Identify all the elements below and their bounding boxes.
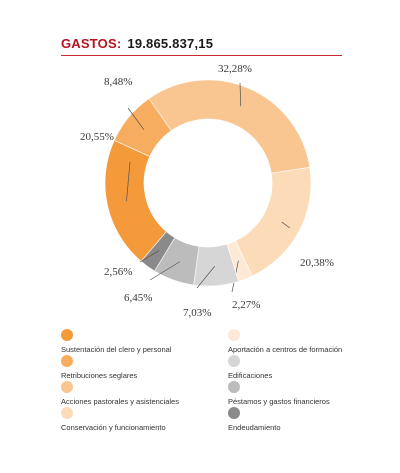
value-label-7: 6,45%	[124, 292, 152, 304]
chart-title: GASTOS: 19.865.837,15	[61, 36, 213, 51]
legend-swatch-4	[61, 407, 73, 419]
leader-line-4	[281, 221, 291, 229]
legend-swatch-5	[228, 329, 240, 341]
legend-item-7: Péstamos y gastos financieros	[228, 380, 330, 406]
legend-item-8: Endeudamiento	[228, 406, 281, 432]
leader-line-6	[196, 266, 215, 289]
legend-label-1: Sustentación del clero y personal	[61, 345, 172, 354]
leader-line-3	[239, 82, 242, 107]
value-label-5: 2,27%	[232, 299, 260, 311]
legend-item-5: Aportación a centros de formación	[228, 328, 342, 354]
legend-label-5: Aportación a centros de formación	[228, 345, 343, 354]
gastos-total: 19.865.837,15	[127, 36, 214, 51]
value-label-2: 8,48%	[104, 76, 132, 88]
donut-chart: 20,55% 8,48% 32,28% 20,38% 2,27% 7,03% 6,45% 2,…	[80, 63, 334, 319]
value-label-1: 20,55%	[80, 131, 114, 143]
leader-line-8	[139, 250, 160, 263]
legend-label-2: Retribuciones seglares	[61, 371, 138, 380]
legend-label-3: Acciones pastorales y asistenciales	[61, 397, 179, 406]
legend-label-7: Péstamos y gastos financieros	[228, 397, 330, 406]
value-label-3: 32,28%	[218, 63, 252, 75]
legend-label-4: Conservación y funcionamiento	[61, 423, 166, 432]
legend-item-3: Acciones pastorales y asistenciales	[61, 380, 179, 406]
value-label-8: 2,56%	[104, 266, 132, 278]
legend-label-8: Endeudamiento	[228, 423, 281, 432]
legend-swatch-8	[228, 407, 240, 419]
legend-item-6: Edificaciones	[228, 354, 272, 380]
legend-item-4: Conservación y funcionamiento	[61, 406, 166, 432]
legend-item-1: Sustentación del clero y personal	[61, 328, 171, 354]
legend-swatch-6	[228, 355, 240, 367]
title-rule	[61, 55, 342, 56]
legend-swatch-2	[61, 355, 73, 367]
legend-swatch-1	[61, 329, 73, 341]
legend-item-2: Retribuciones seglares	[61, 354, 137, 380]
donut-slice-3	[148, 79, 311, 174]
leader-line-1	[126, 161, 131, 202]
value-label-6: 7,03%	[183, 307, 211, 319]
legend-swatch-3	[61, 381, 73, 393]
legend-label-6: Edificaciones	[228, 371, 273, 380]
leader-line-7	[149, 261, 181, 281]
legend: Sustentación del clero y personal Retribu…	[0, 328, 400, 448]
value-label-4: 20,38%	[300, 257, 334, 269]
legend-swatch-7	[228, 381, 240, 393]
leader-line-2	[127, 107, 145, 130]
gastos-label: GASTOS:	[61, 36, 122, 51]
